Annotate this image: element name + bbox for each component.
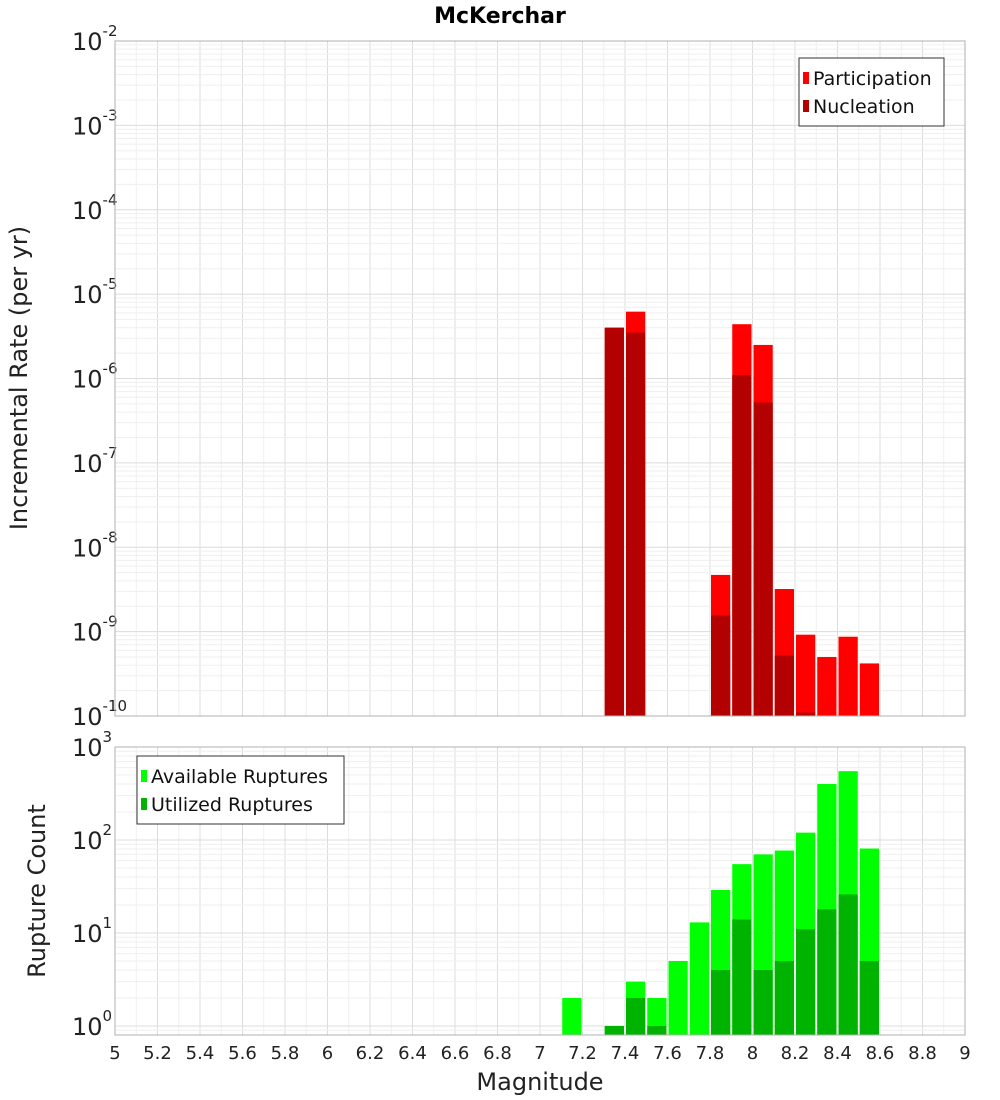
x-tick-label: 5.8 — [271, 1043, 300, 1064]
bottom-series-1 — [604, 894, 879, 1035]
bottom-bar — [774, 960, 794, 1035]
bottom-bar — [604, 1025, 624, 1035]
top-bar — [604, 327, 624, 716]
top-y-tick-label: 10-6 — [72, 360, 118, 394]
top-y-tick-exponent: -6 — [103, 360, 118, 378]
top-bar — [859, 663, 879, 716]
x-tick-label: 8.6 — [866, 1043, 895, 1064]
bottom-y-tick-label: 102 — [72, 821, 112, 855]
x-tick-label: 8.2 — [781, 1043, 810, 1064]
top-bar — [774, 655, 794, 716]
top-bar — [711, 615, 731, 716]
x-tick-label: 9 — [959, 1043, 970, 1064]
x-tick-label: 7.8 — [696, 1043, 725, 1064]
top-y-tick-exponent: -8 — [103, 528, 118, 546]
x-tick-label: 7.4 — [611, 1043, 640, 1064]
top-y-tick-label: 10-7 — [72, 444, 118, 478]
top-y-tick-label: 10-9 — [72, 613, 118, 647]
x-tick-label: 7 — [534, 1043, 545, 1064]
bottom-bar — [817, 909, 837, 1035]
top-y-tick-exponent: -4 — [103, 191, 118, 209]
top-y-tick-exponent: -2 — [103, 22, 118, 40]
bottom-bar — [626, 997, 646, 1035]
top-gridlines — [114, 40, 966, 717]
x-tick-label: 8.8 — [908, 1043, 937, 1064]
x-tick-label: 5 — [109, 1043, 120, 1064]
top-y-tick-label: 10-2 — [72, 22, 118, 56]
top-series-1 — [604, 327, 816, 716]
x-tick-label: 8.4 — [823, 1043, 852, 1064]
top-legend-swatch — [803, 100, 809, 112]
bottom-bar — [796, 929, 816, 1035]
bottom-legend-swatch — [141, 798, 147, 810]
top-plot-area: 10-10 10-9 10-8 10-7 10-6 10-5 10-4 10-3 10-2 Par… — [72, 22, 966, 731]
top-legend: Participation Nucleation — [798, 57, 945, 127]
bottom-y-tick-exponent: 3 — [103, 728, 113, 746]
bottom-y-tick-label: 103 — [72, 728, 112, 762]
top-y-tick-label: 10-4 — [72, 191, 118, 225]
top-y-tick-exponent: -9 — [103, 613, 118, 631]
top-y-tick-label: 10-5 — [72, 275, 118, 309]
top-y-tick-label: 10-10 — [72, 697, 127, 731]
x-tick-label: 6.8 — [483, 1043, 512, 1064]
x-tick-label: 6.2 — [356, 1043, 385, 1064]
top-y-axis-label: Incremental Rate (per yr) — [5, 226, 33, 530]
bottom-bar — [562, 997, 582, 1035]
bottom-legend: Available Ruptures Utilized Ruptures — [136, 755, 345, 825]
top-bar — [626, 332, 646, 716]
bottom-legend-box — [136, 755, 345, 825]
x-axis-label: Magnitude — [476, 1068, 603, 1096]
top-y-tick-exponent: -5 — [103, 275, 118, 293]
bottom-plot-border — [114, 746, 966, 1036]
x-tick-label: 6 — [322, 1043, 333, 1064]
bottom-bar — [689, 922, 709, 1035]
top-bar — [817, 657, 837, 716]
x-tick-label: 6.4 — [398, 1043, 427, 1064]
top-bar — [838, 636, 858, 716]
bottom-y-tick-label: 101 — [72, 914, 112, 948]
bottom-y-tick-exponent: 0 — [103, 1007, 113, 1025]
top-y-tick-label: 10-3 — [72, 106, 118, 140]
bottom-bar — [838, 894, 858, 1035]
top-legend-label: Participation — [813, 68, 932, 90]
chart-title: McKerchar — [434, 4, 566, 29]
top-bar — [732, 375, 752, 716]
top-bar — [796, 712, 816, 716]
bottom-bar — [668, 960, 688, 1035]
bottom-bar — [711, 969, 731, 1035]
top-y-tick-exponent: -7 — [103, 444, 118, 462]
top-legend-swatch — [803, 72, 809, 84]
x-tick-label: 7.6 — [653, 1043, 682, 1064]
bottom-legend-label: Utilized Ruptures — [151, 794, 313, 816]
top-legend-box — [798, 57, 945, 127]
x-tick-label: 5.4 — [186, 1043, 215, 1064]
top-y-tick-exponent: -3 — [103, 106, 118, 124]
bottom-legend-label: Available Ruptures — [151, 766, 328, 788]
top-bar — [796, 634, 816, 716]
x-tick-label: 7.2 — [568, 1043, 597, 1064]
bottom-bar — [753, 969, 773, 1035]
bottom-y-axis-label: Rupture Count — [23, 804, 51, 978]
bottom-legend-swatch — [141, 770, 147, 782]
top-legend-label: Nucleation — [813, 96, 915, 118]
top-bar — [753, 402, 773, 716]
bottom-y-tick-exponent: 1 — [103, 914, 113, 932]
x-tick-label: 5.6 — [228, 1043, 257, 1064]
bottom-bar — [647, 997, 667, 1035]
x-tick-label: 8 — [747, 1043, 758, 1064]
bottom-y-tick-exponent: 2 — [103, 821, 113, 839]
x-tick-labels: 5 5.2 5.4 5.6 5.8 6 6.2 6.4 6.6 6.8 7 7.2 7.4 7.6 7.8 8… — [109, 1043, 970, 1064]
top-y-tick-label: 10-8 — [72, 528, 118, 562]
top-plot-border — [114, 40, 966, 717]
x-tick-label: 6.6 — [441, 1043, 470, 1064]
x-tick-label: 5.2 — [143, 1043, 172, 1064]
bottom-y-tick-label: 100 — [72, 1007, 112, 1041]
bottom-bar — [647, 1025, 667, 1035]
bottom-bar — [859, 960, 879, 1035]
bottom-bar — [732, 919, 752, 1035]
